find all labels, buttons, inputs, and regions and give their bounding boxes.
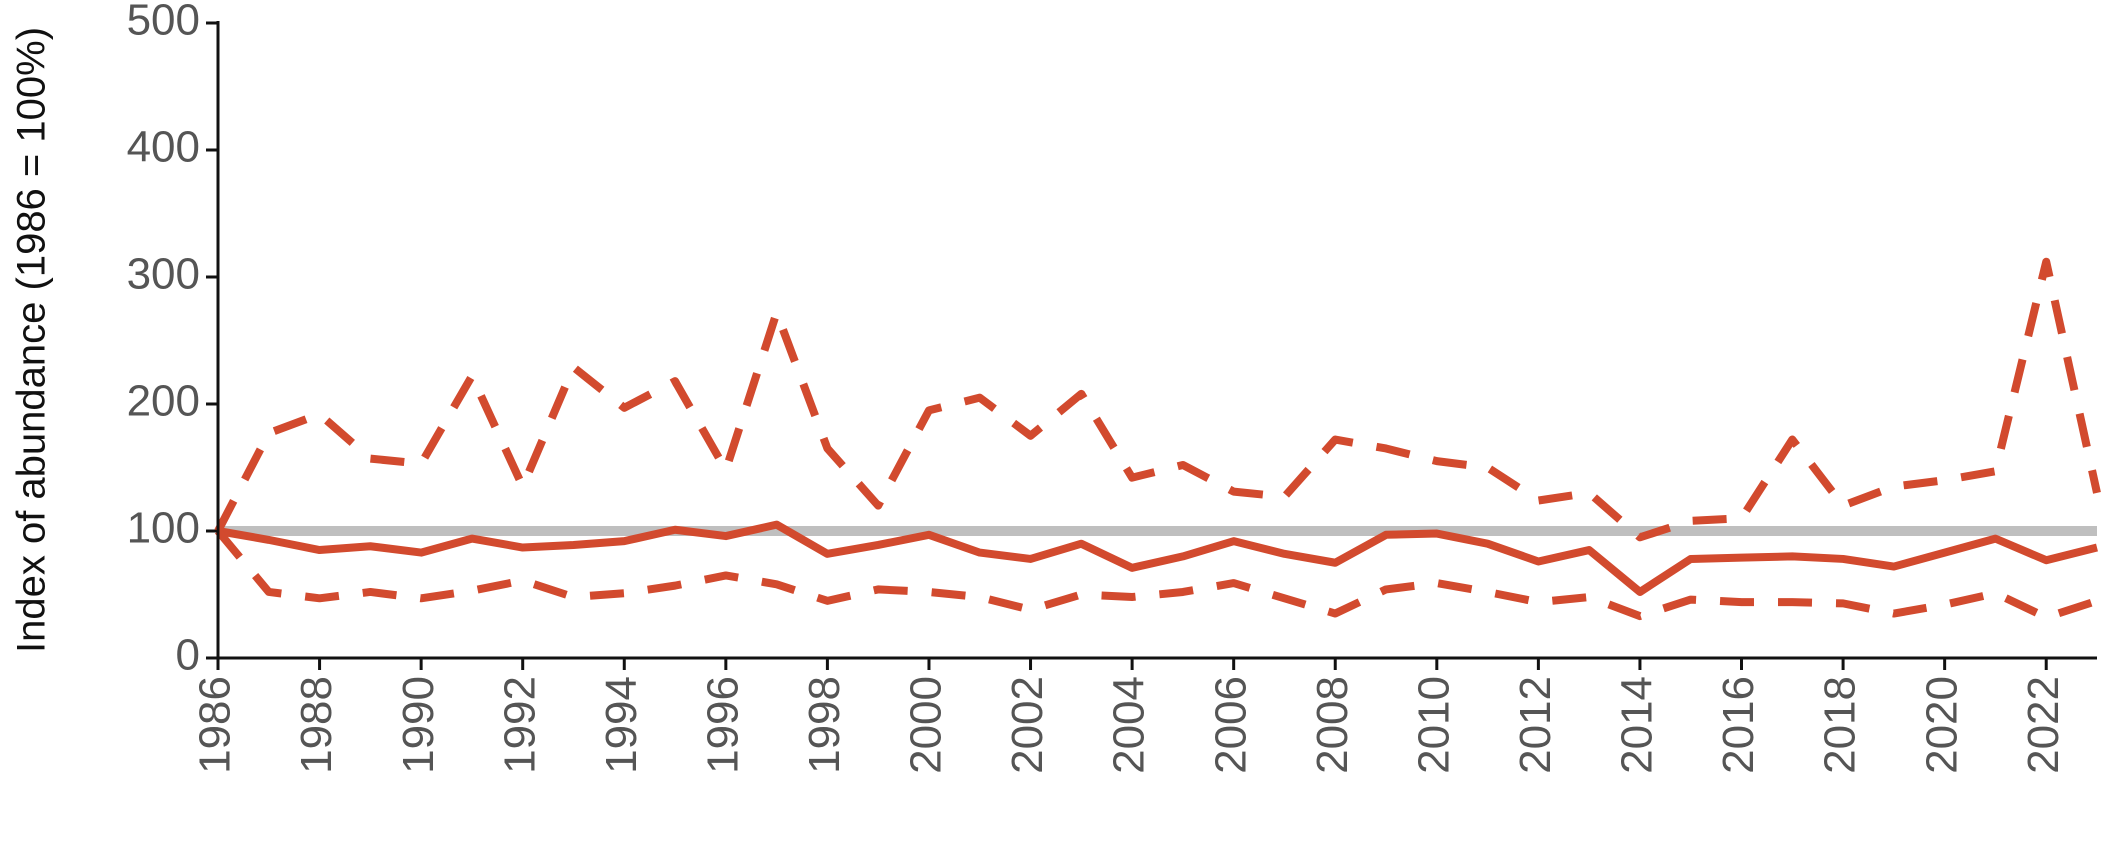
y-tick-label: 300 — [127, 250, 200, 299]
x-tick-label: 2020 — [1917, 676, 1966, 774]
y-tick-label: 0 — [176, 631, 200, 680]
x-tick-label: 1988 — [292, 676, 341, 774]
x-tick-label: 2000 — [902, 676, 951, 774]
x-tick-label: 2018 — [1816, 676, 1865, 774]
x-tick-label: 1996 — [698, 676, 747, 774]
y-tick-label: 400 — [127, 123, 200, 172]
x-tick-label: 2014 — [1613, 676, 1662, 774]
series-line — [214, 257, 2101, 542]
series-line — [217, 520, 2098, 596]
x-tick-label: 2010 — [1409, 676, 1458, 774]
x-tick-label: 1994 — [597, 676, 646, 774]
x-tick-label: 1992 — [495, 676, 544, 774]
x-tick-label: 2016 — [1714, 676, 1763, 774]
y-axis-label: Index of abundance (1986 = 100%) — [10, 27, 54, 653]
x-tick-label: 2012 — [1511, 676, 1560, 774]
x-tick-label: 2002 — [1003, 676, 1052, 774]
x-tick-label: 1986 — [191, 676, 240, 774]
x-tick-label: 2008 — [1308, 676, 1357, 774]
y-tick-label: 100 — [127, 504, 200, 553]
x-tick-label: 2006 — [1206, 676, 1255, 774]
series-line — [214, 528, 2099, 622]
x-tick-label: 1998 — [800, 676, 849, 774]
x-tick-label: 2004 — [1105, 676, 1154, 774]
y-tick-label: 200 — [127, 377, 200, 426]
x-tick-label: 2022 — [2019, 676, 2068, 774]
x-tick-label: 1990 — [394, 676, 443, 774]
y-tick-label: 500 — [127, 0, 200, 45]
